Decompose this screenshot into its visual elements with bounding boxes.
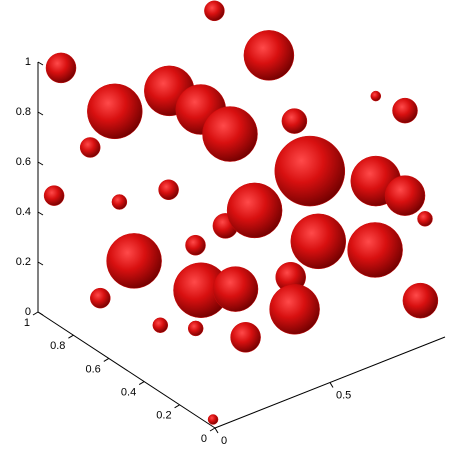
blob xyxy=(243,30,295,81)
blob xyxy=(87,83,143,140)
x-tick-label: 0.5 xyxy=(336,389,351,401)
y-tick xyxy=(174,404,180,409)
blob xyxy=(274,135,346,207)
y-tick xyxy=(209,427,216,432)
y-tick-label: 1 xyxy=(24,317,30,329)
z-tick xyxy=(37,111,44,116)
blob xyxy=(79,137,101,158)
y-tick-label: 0 xyxy=(201,433,207,445)
blob xyxy=(417,211,433,227)
z-tick-label: 0.8 xyxy=(16,106,31,118)
blob xyxy=(269,284,320,335)
z-tick-label: 0 xyxy=(25,306,31,318)
z-tick xyxy=(37,311,44,316)
y-tick xyxy=(138,381,145,386)
x-tick xyxy=(214,427,219,434)
blob xyxy=(106,233,162,289)
y-tick-label: 0.6 xyxy=(86,363,101,375)
y-tick xyxy=(103,357,110,362)
z-tick-label: 0.6 xyxy=(16,156,31,168)
blob xyxy=(281,108,308,134)
blob xyxy=(212,266,259,312)
blob xyxy=(90,287,111,309)
blob xyxy=(290,213,347,270)
z-tick-label: 0.4 xyxy=(16,206,31,218)
blob xyxy=(347,222,403,278)
z-tick-label: 0.2 xyxy=(16,256,31,268)
blob xyxy=(158,179,179,200)
blob xyxy=(202,106,258,162)
y-tick xyxy=(32,311,39,316)
x-tick xyxy=(329,382,334,388)
blob xyxy=(185,234,206,256)
blob xyxy=(402,282,439,319)
z-tick-label: 1 xyxy=(25,56,31,68)
blob xyxy=(152,317,169,333)
y-tick-label: 0.4 xyxy=(121,387,136,399)
y-tick-label: 0.8 xyxy=(50,340,65,352)
blob xyxy=(204,0,225,22)
blob xyxy=(392,97,418,124)
blob xyxy=(384,175,426,216)
z-tick xyxy=(37,61,44,66)
blob xyxy=(370,90,382,102)
blob xyxy=(43,185,65,206)
z-tick xyxy=(37,211,44,216)
blob xyxy=(187,320,204,337)
blob xyxy=(207,414,219,425)
y-axis xyxy=(37,311,216,429)
blob xyxy=(230,322,261,353)
blob xyxy=(111,194,128,210)
z-tick xyxy=(37,161,44,166)
blob xyxy=(226,182,283,239)
y-tick xyxy=(68,334,74,339)
blob xyxy=(45,52,77,84)
x-tick-label: 0 xyxy=(221,435,227,447)
z-tick xyxy=(37,261,44,266)
y-tick-label: 0.2 xyxy=(156,410,171,422)
